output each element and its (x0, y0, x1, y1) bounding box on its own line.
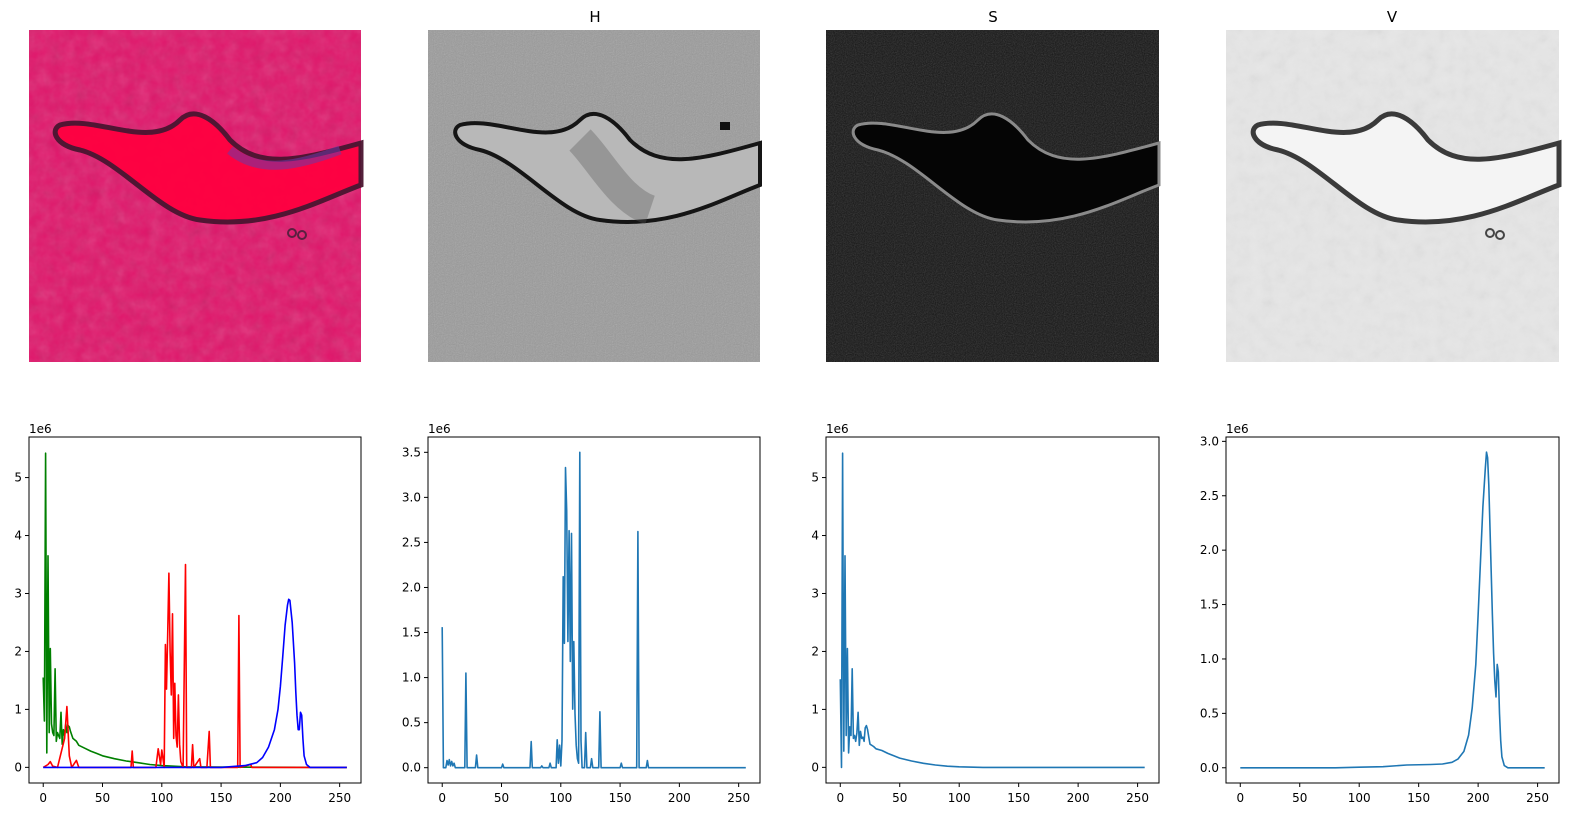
series-line-2 (42, 563, 347, 769)
y-offset-label: 1e6 (29, 422, 52, 436)
y-tick-label: 1 (14, 702, 22, 716)
y-offset-label: 1e6 (428, 422, 451, 436)
y-tick-label: 1 (811, 702, 819, 716)
y-tick-label: 1.0 (402, 671, 421, 685)
y-tick-label: 3 (811, 586, 819, 600)
plot-frame (1225, 436, 1560, 784)
series-line-3 (43, 598, 347, 769)
y-tick-label: 2.0 (1200, 543, 1219, 557)
y-offset-label: 1e6 (826, 422, 849, 436)
y-tick-label: 3 (14, 586, 22, 600)
x-tick-label: 0 (39, 791, 47, 805)
y-tick-label: 0 (14, 760, 22, 774)
x-tick-label: 200 (1067, 791, 1090, 805)
series-line-1 (1240, 451, 1545, 769)
y-tick-label: 2.5 (402, 535, 421, 549)
plot-frame (427, 436, 761, 784)
y-tick-label: 5 (14, 471, 22, 485)
x-tick-label: 150 (609, 791, 632, 805)
y-tick-label: 1.5 (1200, 598, 1219, 612)
histogram-rgb: 0 50 100 150 200 250 0 1 2 3 4 5 1e6 (14, 422, 362, 805)
y-tick-label: 0.0 (402, 761, 421, 775)
y-tick-label: 3.5 (402, 445, 421, 459)
x-tick-label: 0 (438, 791, 446, 805)
y-tick-label: 2.0 (402, 580, 421, 594)
y-tick-label: 4 (811, 529, 819, 543)
y-tick-label: 1.0 (1200, 652, 1219, 666)
x-tick-label: 0 (836, 791, 844, 805)
y-tick-label: 0.0 (1200, 761, 1219, 775)
y-tick-label: 2 (811, 644, 819, 658)
x-tick-label: 200 (668, 791, 691, 805)
x-tick-label: 200 (1467, 791, 1490, 805)
y-tick-label: 2 (14, 644, 22, 658)
histogram-s: 0 50 100 150 200 250 0 1 2 3 4 5 1e6 (811, 422, 1160, 805)
rgb-image (29, 30, 364, 362)
x-tick-label: 50 (892, 791, 907, 805)
y-tick-label: 0.5 (402, 716, 421, 730)
x-tick-label: 200 (269, 791, 292, 805)
image-title-h: H (589, 8, 600, 26)
image-title-s: S (988, 8, 998, 26)
x-tick-label: 150 (210, 791, 233, 805)
v-channel-image (1226, 30, 1562, 362)
y-tick-label: 1.5 (402, 626, 421, 640)
x-tick-label: 250 (727, 791, 750, 805)
x-tick-label: 0 (1236, 791, 1244, 805)
x-tick-label: 100 (948, 791, 971, 805)
y-tick-label: 3.0 (402, 490, 421, 504)
x-tick-label: 50 (494, 791, 509, 805)
y-tick-label: 4 (14, 529, 22, 543)
x-tick-label: 250 (1526, 791, 1549, 805)
series-line-1 (441, 451, 746, 769)
image-title-v: V (1387, 8, 1398, 26)
x-tick-label: 50 (1292, 791, 1307, 805)
x-tick-label: 100 (549, 791, 572, 805)
x-tick-label: 250 (1126, 791, 1149, 805)
y-tick-label: 2.5 (1200, 489, 1219, 503)
x-tick-label: 150 (1007, 791, 1030, 805)
histogram-v: 0 50 100 150 200 250 0.0 0.5 1.0 1.5 2.0 2.5 3.0 1e6 (1200, 422, 1560, 805)
h-channel-image (428, 30, 762, 362)
y-tick-label: 0 (811, 760, 819, 774)
x-tick-label: 250 (328, 791, 351, 805)
y-tick-label: 3.0 (1200, 434, 1219, 448)
x-tick-label: 50 (95, 791, 110, 805)
x-tick-label: 100 (150, 791, 173, 805)
x-tick-label: 150 (1407, 791, 1430, 805)
plot-frame (28, 436, 362, 784)
y-tick-label: 0.5 (1200, 706, 1219, 720)
x-tick-label: 100 (1348, 791, 1371, 805)
s-channel-image (826, 30, 1161, 362)
y-offset-label: 1e6 (1226, 422, 1249, 436)
series-line-1 (839, 452, 1145, 769)
y-tick-label: 5 (811, 471, 819, 485)
plot-frame (825, 436, 1160, 784)
histogram-h: 0 50 100 150 200 250 0.0 0.5 1.0 1.5 2.0 2.5 3.0 3.5 1… (402, 422, 761, 805)
